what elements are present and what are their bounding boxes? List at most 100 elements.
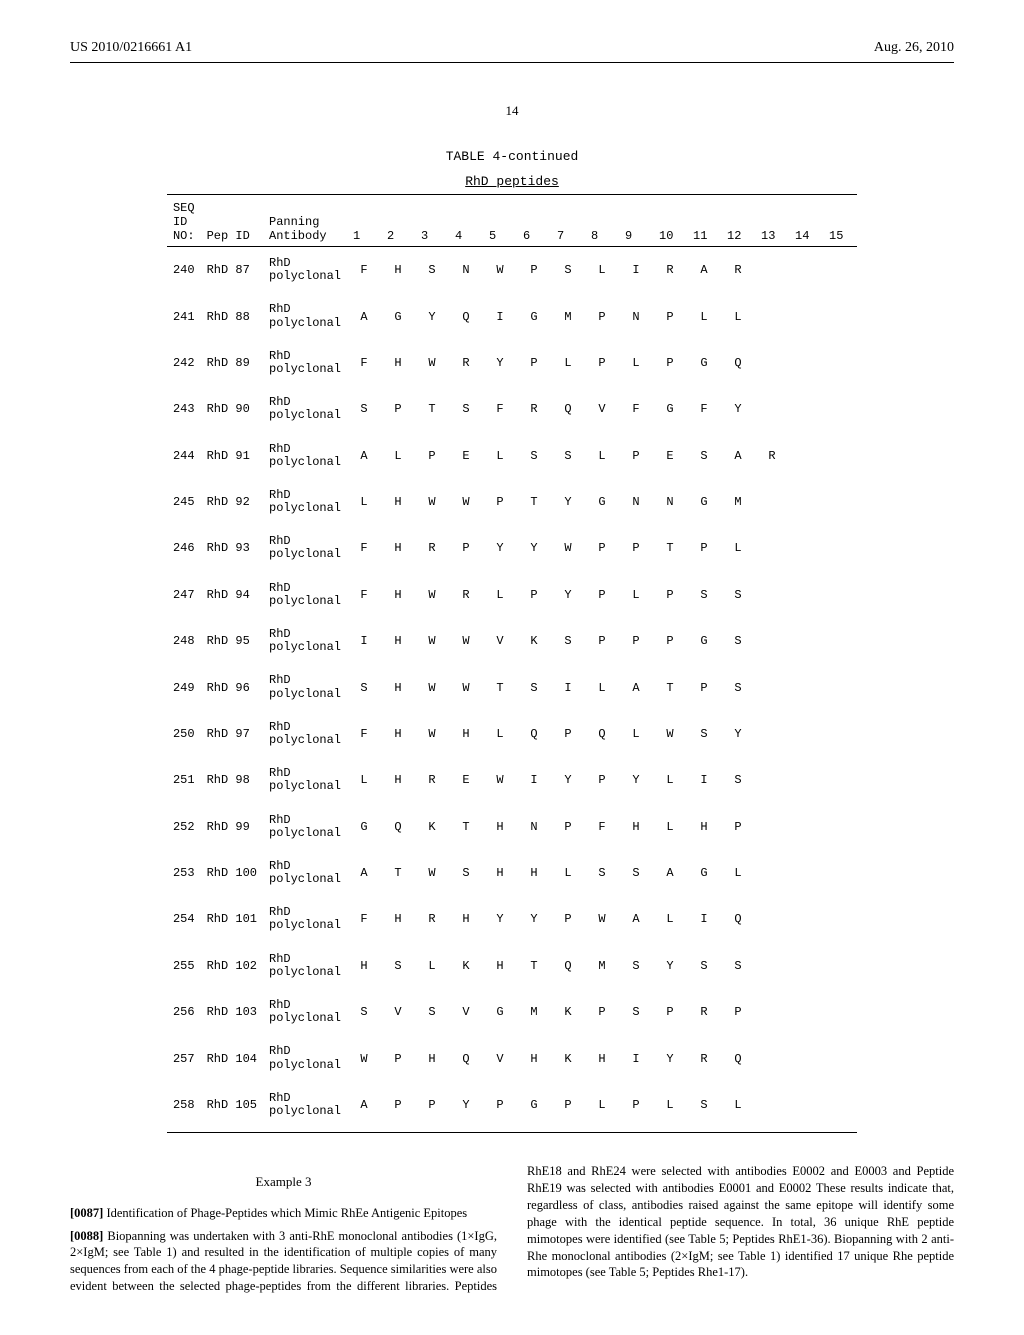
cell-residue: Q (721, 896, 755, 942)
cell-residue: S (347, 386, 381, 432)
cell-residue: L (653, 896, 687, 942)
cell-residue (755, 804, 789, 850)
cell-residue: P (619, 1082, 653, 1133)
cell-residue: P (517, 340, 551, 386)
cell-residue: I (619, 247, 653, 294)
paragraph-87: [0087] Identification of Phage-Peptides … (70, 1205, 497, 1222)
example-heading: Example 3 (70, 1173, 497, 1191)
cell-seq-id: 249 (167, 664, 201, 710)
cell-residue: P (653, 989, 687, 1035)
cell-residue: W (483, 757, 517, 803)
cell-residue: N (653, 479, 687, 525)
cell-residue (755, 293, 789, 339)
cell-residue: P (653, 340, 687, 386)
cell-residue (755, 757, 789, 803)
cell-residue: F (619, 386, 653, 432)
cell-residue (755, 247, 789, 294)
cell-antibody: RhDpolyclonal (263, 386, 347, 432)
cell-residue: A (347, 850, 381, 896)
para-num-88: [0088] (70, 1229, 103, 1243)
col-11: 11 (687, 195, 721, 247)
cell-residue (755, 943, 789, 989)
cell-residue (755, 340, 789, 386)
cell-residue: L (381, 433, 415, 479)
cell-residue: F (585, 804, 619, 850)
table-row: 247RhD 94RhDpolyclonalFHWRLPYPLPSS (167, 572, 857, 618)
cell-residue: Y (517, 896, 551, 942)
cell-residue: V (585, 386, 619, 432)
table-row: 241RhD 88RhDpolyclonalAGYQIGMPNPLL (167, 293, 857, 339)
cell-residue (823, 247, 857, 294)
cell-residue: W (449, 664, 483, 710)
cell-residue: A (687, 247, 721, 294)
cell-residue: H (415, 1035, 449, 1081)
cell-residue: S (619, 943, 653, 989)
cell-residue: Y (721, 711, 755, 757)
cell-residue: R (449, 340, 483, 386)
cell-antibody: RhDpolyclonal (263, 618, 347, 664)
cell-residue (789, 757, 823, 803)
cell-residue: W (415, 340, 449, 386)
cell-residue: H (381, 664, 415, 710)
col-9: 9 (619, 195, 653, 247)
cell-residue: P (687, 664, 721, 710)
cell-residue: H (619, 804, 653, 850)
cell-antibody: RhDpolyclonal (263, 433, 347, 479)
cell-residue: G (381, 293, 415, 339)
cell-residue: A (347, 433, 381, 479)
cell-residue (823, 386, 857, 432)
cell-residue: H (687, 804, 721, 850)
para-num-87: [0087] (70, 1206, 103, 1220)
table-row: 242RhD 89RhDpolyclonalFHWRYPLPLPGQ (167, 340, 857, 386)
cell-residue (823, 572, 857, 618)
cell-antibody: RhDpolyclonal (263, 896, 347, 942)
cell-residue: S (721, 943, 755, 989)
table-row: 244RhD 91RhDpolyclonalALPELSSLPESAR (167, 433, 857, 479)
cell-residue: F (483, 386, 517, 432)
cell-residue: E (449, 433, 483, 479)
header-rule (70, 62, 954, 63)
cell-residue: L (415, 943, 449, 989)
cell-residue: G (687, 340, 721, 386)
cell-seq-id: 248 (167, 618, 201, 664)
cell-residue: Q (551, 386, 585, 432)
cell-residue: V (483, 1035, 517, 1081)
cell-pep-id: RhD 91 (201, 433, 263, 479)
page-header: US 2010/0216661 A1 Aug. 26, 2010 (70, 40, 954, 56)
cell-residue: P (721, 804, 755, 850)
cell-pep-id: RhD 99 (201, 804, 263, 850)
cell-residue: S (347, 664, 381, 710)
table-head: SEQIDNO: Pep ID PanningAntibody 1 2 3 4 … (167, 195, 857, 247)
cell-residue: G (517, 293, 551, 339)
cell-residue (789, 943, 823, 989)
cell-residue: I (551, 664, 585, 710)
cell-residue: L (619, 711, 653, 757)
cell-residue: P (517, 572, 551, 618)
cell-residue (755, 850, 789, 896)
cell-residue: R (653, 247, 687, 294)
cell-residue: I (483, 293, 517, 339)
cell-seq-id: 244 (167, 433, 201, 479)
cell-residue: Y (517, 525, 551, 571)
cell-residue: S (687, 572, 721, 618)
col-12: 12 (721, 195, 755, 247)
cell-pep-id: RhD 104 (201, 1035, 263, 1081)
cell-seq-id: 240 (167, 247, 201, 294)
cell-residue: S (687, 1082, 721, 1133)
cell-residue: W (653, 711, 687, 757)
cell-residue: Y (483, 525, 517, 571)
cell-residue: L (585, 247, 619, 294)
cell-residue: Y (483, 340, 517, 386)
cell-residue: T (653, 664, 687, 710)
cell-residue: K (449, 943, 483, 989)
cell-antibody: RhDpolyclonal (263, 479, 347, 525)
cell-seq-id: 245 (167, 479, 201, 525)
table-row: 240RhD 87RhDpolyclonalFHSNWPSLIRAR (167, 247, 857, 294)
cell-pep-id: RhD 105 (201, 1082, 263, 1133)
cell-residue: R (415, 757, 449, 803)
cell-residue: H (381, 711, 415, 757)
col-7: 7 (551, 195, 585, 247)
cell-residue (823, 1035, 857, 1081)
cell-pep-id: RhD 92 (201, 479, 263, 525)
table-row: 243RhD 90RhDpolyclonalSPTSFRQVFGFY (167, 386, 857, 432)
